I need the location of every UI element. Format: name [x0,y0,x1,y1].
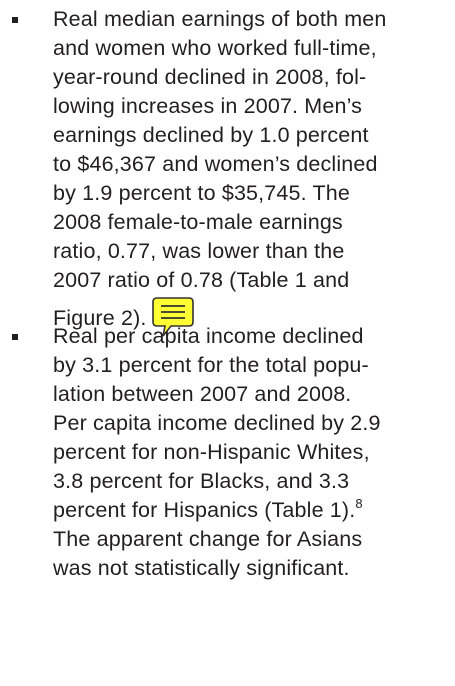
text: Per capita income declined by 2.9 [53,411,381,435]
paragraph: Real per capita income declined by 3.1 pe… [53,322,381,583]
comment-icon-graphic [151,297,194,337]
text-line: by 3.1 percent for the total popu- [53,351,381,380]
text: 2007 ratio of 0.78 (Table 1 and [53,268,350,292]
text: was not statistically significant. [53,556,350,580]
text-line: Real per capita income declined [53,322,381,351]
text-line: 2007 ratio of 0.78 (Table 1 and [53,266,386,295]
text: to $46,367 and women’s declined [53,152,378,176]
text-line: lowing increases in 2007. Men’s [53,92,386,121]
text-line: The apparent change for Asians [53,525,381,554]
text-line: year-round declined in 2008, fol- [53,63,386,92]
text: 2008 female-to-male earnings [53,210,343,234]
text-line: Real median earnings of both men [53,5,386,34]
text-line: Per capita income declined by 2.9 [53,409,381,438]
text-line: was not statistically significant. [53,554,381,583]
text-line: 3.8 percent for Blacks, and 3.3 [53,467,381,496]
text: and women who worked full-time, [53,36,377,60]
text-line: earnings declined by 1.0 percent [53,121,386,150]
paragraph: Real median earnings of both men and wome… [53,5,386,337]
text: lowing increases in 2007. Men’s [53,94,363,118]
text-line: percent for non-Hispanic Whites, [53,438,381,467]
footnote-marker: 8 [355,496,363,511]
text: earnings declined by 1.0 percent [53,123,369,147]
text-line: and women who worked full-time, [53,34,386,63]
text-line: 2008 female-to-male earnings [53,208,386,237]
text-line: Figure 2). [53,295,386,337]
text: percent for Hispanics (Table 1). [53,498,356,522]
bullet [12,334,18,340]
text: lation between 2007 and 2008. [53,382,352,406]
text: percent for non-Hispanic Whites, [53,440,370,464]
text: by 3.1 percent for the total popu- [53,353,369,377]
text-line: lation between 2007 and 2008. [53,380,381,409]
text-line: by 1.9 percent to $35,745. The [53,179,386,208]
text: ratio, 0.77, was lower than the [53,239,345,263]
text: 3.8 percent for Blacks, and 3.3 [53,469,350,493]
text-line: to $46,367 and women’s declined [53,150,386,179]
text: by 1.9 percent to $35,745. The [53,181,350,205]
text-line: ratio, 0.77, was lower than the [53,237,386,266]
text: Real median earnings of both men [53,7,387,31]
text: year-round declined in 2008, fol- [53,65,367,89]
bullet [12,17,18,23]
text-line: percent for Hispanics (Table 1).8 [53,496,381,525]
text: Real per capita income declined [53,324,364,348]
text: The apparent change for Asians [53,527,363,551]
text: Figure 2). [53,306,147,330]
comment-icon[interactable] [151,295,195,347]
